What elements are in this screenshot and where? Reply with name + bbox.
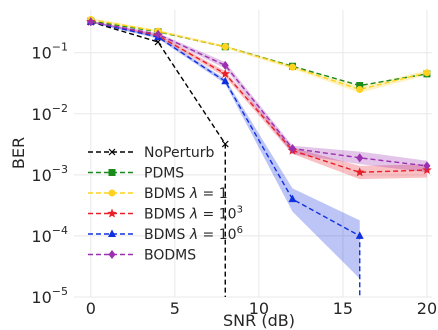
legend-swatch-marker	[108, 229, 116, 237]
bdms3-point	[354, 167, 365, 177]
bdms1-point	[288, 63, 296, 71]
legend-label: BDMS λ = 1	[144, 186, 228, 202]
legend-swatch-marker	[107, 208, 117, 218]
legend-label: PDMS	[144, 166, 184, 182]
bdms6-point	[221, 76, 230, 85]
bdms1-point	[356, 85, 364, 93]
x-tick-label: 0	[86, 299, 96, 318]
bodms-point	[288, 143, 296, 153]
legend-label: BDMS λ = 106	[144, 225, 243, 243]
y-tick-label: 10−3	[31, 163, 68, 185]
series-lines	[90, 18, 428, 297]
legend-swatch-marker	[108, 169, 116, 176]
plot-background	[74, 10, 432, 297]
bodms-band	[90, 21, 427, 173]
bdms3-line	[90, 21, 427, 174]
legend-swatch-marker	[108, 250, 116, 259]
x-tick-label: 15	[333, 299, 353, 318]
legend-label: NoPerturb	[144, 145, 214, 161]
x-tick-label: 10	[249, 299, 269, 318]
legend-swatch-marker	[108, 148, 116, 156]
bodms-point	[356, 153, 364, 163]
noperturb-line	[90, 21, 226, 297]
legend-swatch-marker	[108, 189, 116, 197]
bdms6-point	[355, 231, 364, 239]
bdms6-line	[90, 21, 361, 297]
y-tick-label: 10−5	[31, 285, 68, 307]
bodms-point	[221, 60, 229, 70]
y-tick-label: 10−1	[31, 41, 68, 63]
confidence-bands	[90, 17, 427, 298]
bodms-point	[154, 29, 162, 39]
noperturb-point	[221, 140, 229, 148]
series-markers	[86, 15, 432, 239]
bodms-point	[87, 17, 95, 27]
bodms-line	[90, 21, 428, 167]
bdms6-point	[288, 194, 297, 203]
x-axis-title: SNR (dB)	[223, 311, 295, 330]
x-tick-label: 5	[170, 299, 180, 318]
legend-label: BODMS	[144, 248, 196, 264]
x-tick-label: 20	[417, 299, 437, 318]
bdms1-point	[221, 43, 229, 51]
bdms1-line	[90, 18, 428, 91]
bdms1-band	[90, 17, 427, 93]
y-tick-label: 10−4	[31, 224, 68, 246]
grid-lines	[74, 10, 432, 298]
legend-label: BDMS λ = 103	[144, 205, 243, 223]
legend: NoPerturb PDMS BDMS λ = 1 BDMS λ = 103 BDMS …	[88, 145, 243, 264]
y-tick-label: 10−2	[31, 102, 68, 124]
bdms1-point	[423, 69, 431, 77]
y-axis-title: BER	[9, 137, 28, 169]
tick-labels: 0 5 10 15 20 10−1 10−2 10−3 10−4 10−5	[31, 41, 437, 318]
pdms-point	[356, 82, 364, 90]
bdms3-point	[220, 68, 231, 78]
bodms-point	[423, 161, 431, 171]
